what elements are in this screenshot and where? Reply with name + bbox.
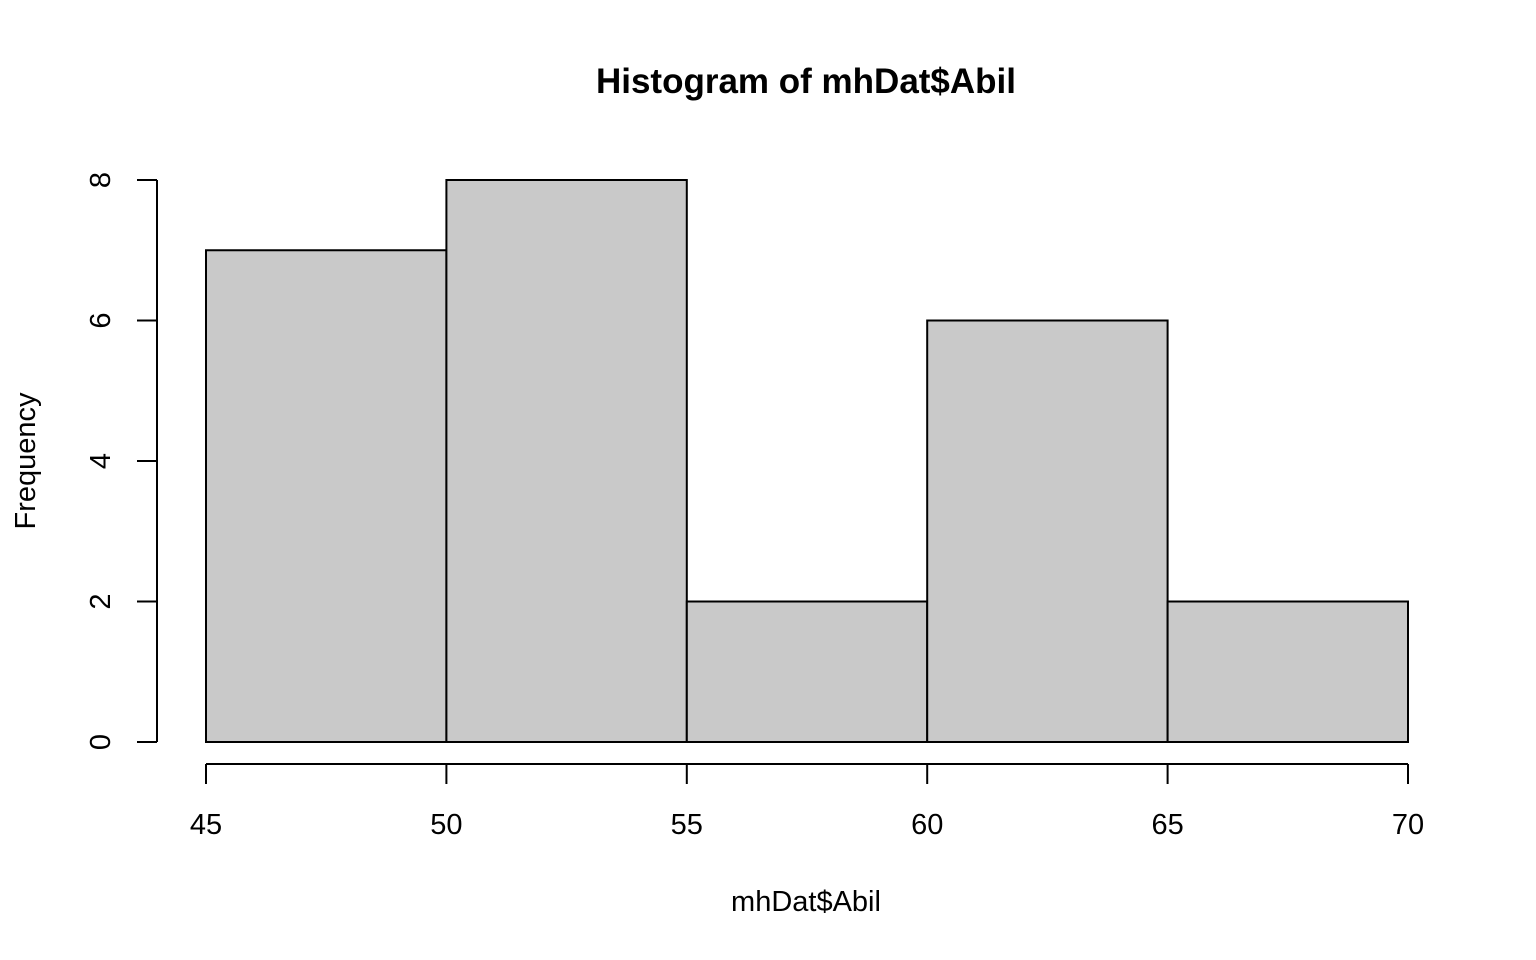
x-tick-label: 55 <box>671 809 703 841</box>
y-tick-label: 2 <box>85 593 117 609</box>
bars-group <box>205 179 1409 743</box>
x-tick-label: 45 <box>190 809 222 841</box>
chart-title: Histogram of mhDat$Abil <box>596 62 1016 101</box>
x-tick-label: 70 <box>1392 809 1424 841</box>
histogram-bar-45-50 <box>205 249 448 743</box>
x-tick-label: 65 <box>1151 809 1183 841</box>
x-tick-label: 60 <box>911 809 943 841</box>
histogram-bar-60-65 <box>926 319 1169 743</box>
histogram-bar-55-60 <box>685 600 929 743</box>
histogram-bar-50-55 <box>445 179 688 743</box>
x-axis-label: mhDat$Abil <box>731 886 881 918</box>
x-axis: 45 50 55 60 65 70 <box>190 763 1424 841</box>
y-tick-label: 8 <box>85 172 117 188</box>
y-tick-label: 6 <box>85 312 117 328</box>
y-axis: 0 2 4 6 8 <box>85 172 158 750</box>
y-tick-label: 0 <box>85 734 117 750</box>
y-axis-label: Frequency <box>10 392 42 530</box>
histogram-bar-65-70 <box>1166 600 1409 743</box>
x-tick-label: 50 <box>430 809 462 841</box>
y-tick-label: 4 <box>85 453 117 469</box>
